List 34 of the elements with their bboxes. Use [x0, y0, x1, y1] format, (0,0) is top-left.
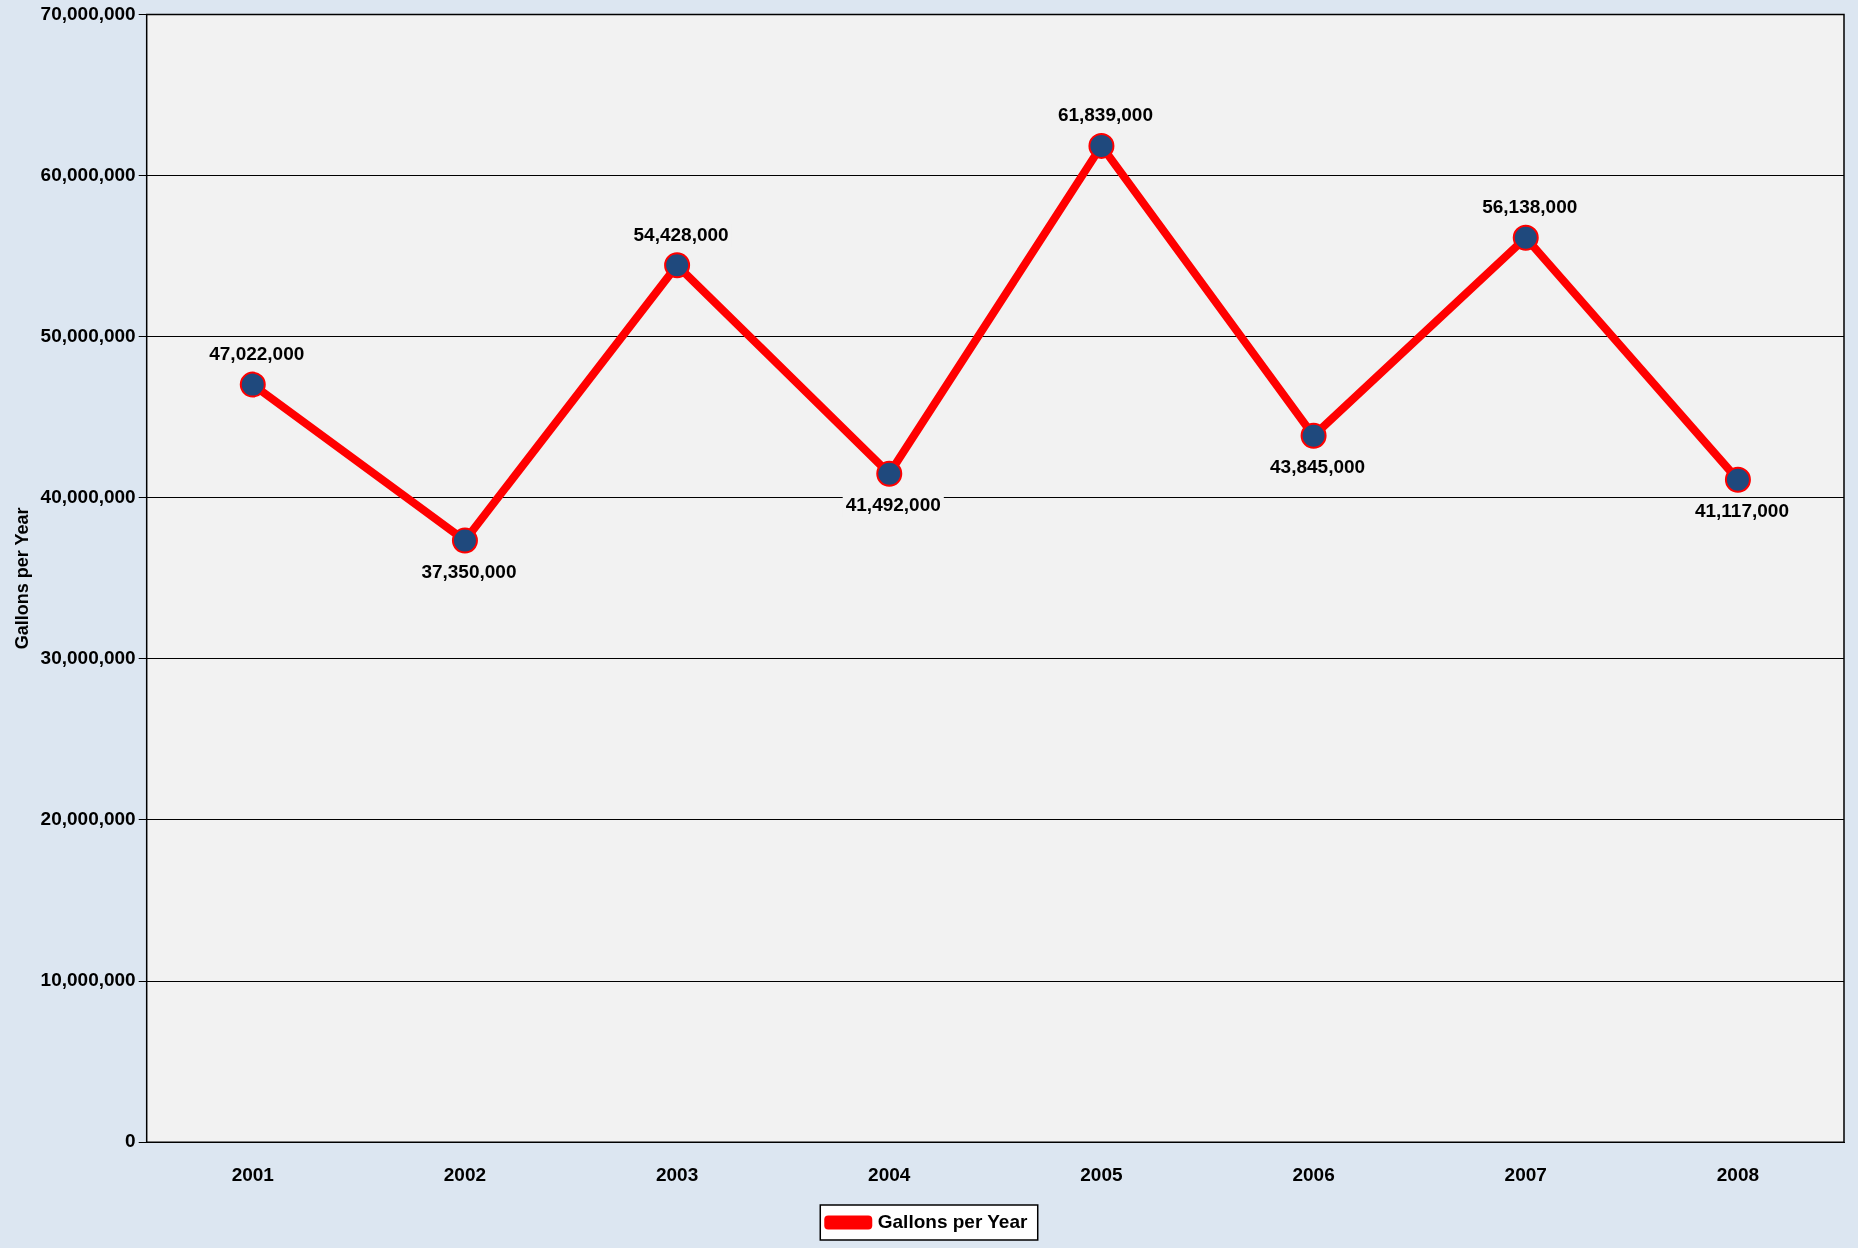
y-tick-label: 40,000,000: [40, 485, 136, 507]
data-label: 37,350,000: [421, 560, 517, 582]
data-label: 41,117,000: [1694, 499, 1789, 521]
y-tick-label: 10,000,000: [40, 969, 136, 991]
x-tick-label: 2008: [1716, 1163, 1760, 1185]
y-tick-label: 60,000,000: [40, 163, 136, 185]
point: [239, 371, 266, 398]
data-label: 61,839,000: [1057, 104, 1153, 126]
y-tick-label: 20,000,000: [40, 808, 136, 830]
point: [451, 527, 478, 554]
y-axis-title: Gallons per Year: [11, 507, 32, 650]
x-tick-label: 2004: [868, 1163, 911, 1185]
data-label: 43,845,000: [1270, 456, 1366, 478]
x-tick-label: 2002: [443, 1163, 487, 1185]
data-label: 54,428,000: [633, 223, 729, 245]
y-tick-label: 70,000,000: [40, 2, 136, 24]
point: [664, 252, 691, 279]
point: [876, 460, 903, 487]
y-tick-label: 30,000,000: [40, 647, 136, 669]
point: [1512, 224, 1539, 251]
point: [1088, 132, 1115, 159]
legend-label: Gallons per Year: [877, 1210, 1028, 1232]
x-tick-label: 2006: [1292, 1163, 1335, 1185]
x-tick-label: 2003: [655, 1163, 699, 1185]
point: [1300, 422, 1327, 449]
y-tick-label: 0: [125, 1130, 136, 1152]
x-tick-label: 2005: [1080, 1163, 1123, 1185]
point: [1724, 466, 1751, 493]
x-tick-label: 2007: [1504, 1163, 1547, 1185]
data-label: 56,138,000: [1482, 195, 1578, 217]
data-label: 47,022,000: [209, 342, 305, 364]
y-tick-label: 50,000,000: [40, 324, 136, 346]
data-label: 41,492,000: [845, 493, 941, 515]
x-tick-label: 2001: [231, 1163, 275, 1185]
